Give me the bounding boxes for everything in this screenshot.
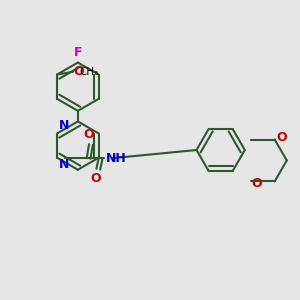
Text: N: N (59, 119, 70, 132)
Text: O: O (74, 65, 84, 78)
Text: F: F (74, 46, 82, 59)
Text: O: O (91, 172, 101, 185)
Text: N: N (59, 158, 70, 171)
Text: O: O (276, 131, 286, 144)
Text: CH₃: CH₃ (80, 67, 99, 77)
Text: O: O (252, 177, 262, 190)
Text: O: O (84, 128, 94, 141)
Text: NH: NH (106, 152, 126, 165)
